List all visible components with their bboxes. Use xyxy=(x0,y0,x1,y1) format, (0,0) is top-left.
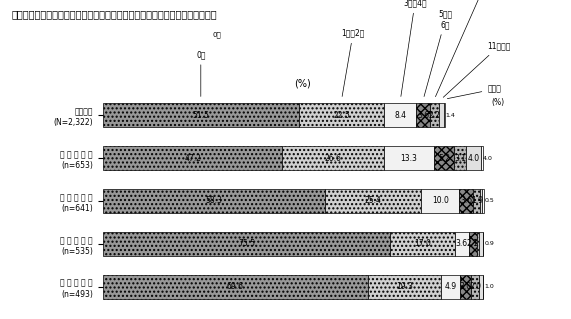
X-axis label: (%): (%) xyxy=(294,78,311,89)
Bar xyxy=(103,189,325,213)
Bar xyxy=(390,232,455,256)
Text: 0.5: 0.5 xyxy=(484,198,494,204)
Text: 2.1: 2.1 xyxy=(467,240,478,249)
Text: 4.0: 4.0 xyxy=(468,153,480,162)
Text: 3.6: 3.6 xyxy=(456,240,468,249)
Bar xyxy=(460,189,473,213)
Bar xyxy=(384,146,435,170)
Text: 0.9: 0.9 xyxy=(485,241,494,246)
Text: 4.0: 4.0 xyxy=(483,156,493,160)
Text: 1回～2回: 1回～2回 xyxy=(341,29,365,96)
Bar xyxy=(444,103,445,127)
Bar xyxy=(481,146,484,170)
Text: 4.9: 4.9 xyxy=(444,282,457,291)
Text: 3.1: 3.1 xyxy=(454,153,466,162)
Bar xyxy=(283,146,384,170)
Bar xyxy=(460,275,471,299)
Bar xyxy=(469,232,477,256)
Text: 3回～4回: 3回～4回 xyxy=(401,0,427,96)
Text: 47.2: 47.2 xyxy=(184,153,201,162)
Text: 10.0: 10.0 xyxy=(432,197,449,205)
Bar xyxy=(103,232,390,256)
Text: 2.0: 2.0 xyxy=(469,282,481,291)
Text: (%): (%) xyxy=(491,98,504,107)
Text: 8.4: 8.4 xyxy=(395,111,407,120)
Bar xyxy=(479,232,482,256)
Text: 75.5: 75.5 xyxy=(238,240,255,249)
Bar xyxy=(421,189,460,213)
Bar xyxy=(103,275,368,299)
Bar xyxy=(299,103,384,127)
Text: 11回以上: 11回以上 xyxy=(443,42,510,97)
Text: 3.6: 3.6 xyxy=(417,111,429,120)
Bar xyxy=(430,103,439,127)
Text: 1.4: 1.4 xyxy=(446,113,456,118)
Text: 1.9: 1.9 xyxy=(471,197,483,205)
Text: 無回答: 無回答 xyxy=(447,85,501,99)
Text: 2.2: 2.2 xyxy=(428,111,440,120)
Text: 19.3: 19.3 xyxy=(396,282,413,291)
Bar xyxy=(454,146,466,170)
Bar xyxy=(439,103,444,127)
Text: 26.6: 26.6 xyxy=(325,153,341,162)
Bar xyxy=(325,189,421,213)
Bar xyxy=(416,103,430,127)
Text: 図表３－１－１９　一か月の間に地域の図書館へ行った回数（全体、学年別）: 図表３－１－１９ 一か月の間に地域の図書館へ行った回数（全体、学年別） xyxy=(11,10,217,19)
Text: 17.0: 17.0 xyxy=(414,240,431,249)
Bar xyxy=(473,189,480,213)
Text: 0回: 0回 xyxy=(196,50,206,96)
Bar xyxy=(384,103,416,127)
Bar xyxy=(482,189,484,213)
Bar xyxy=(482,275,484,299)
Bar xyxy=(455,232,469,256)
Text: 3.6: 3.6 xyxy=(460,197,472,205)
Text: 13.3: 13.3 xyxy=(401,153,417,162)
Text: 51.5: 51.5 xyxy=(192,111,209,120)
Text: 7回～10回: 7回～10回 xyxy=(436,0,497,97)
Text: 69.6: 69.6 xyxy=(227,282,244,291)
Bar xyxy=(103,103,299,127)
Bar xyxy=(435,146,454,170)
Bar xyxy=(480,189,482,213)
Text: 1.0: 1.0 xyxy=(485,284,494,289)
Bar xyxy=(482,232,484,256)
Text: 22.5: 22.5 xyxy=(333,111,350,120)
Bar xyxy=(471,275,479,299)
Bar xyxy=(103,146,283,170)
Bar xyxy=(477,232,479,256)
Bar xyxy=(441,275,460,299)
Text: 0回: 0回 xyxy=(212,32,222,38)
Text: 5回～
6回: 5回～ 6回 xyxy=(424,10,452,97)
Text: 3.0: 3.0 xyxy=(460,282,472,291)
Bar xyxy=(466,146,481,170)
Bar xyxy=(368,275,441,299)
Bar xyxy=(479,275,482,299)
Text: 58.3: 58.3 xyxy=(206,197,222,205)
Text: 25.4: 25.4 xyxy=(365,197,381,205)
Text: 5.2: 5.2 xyxy=(438,153,451,162)
